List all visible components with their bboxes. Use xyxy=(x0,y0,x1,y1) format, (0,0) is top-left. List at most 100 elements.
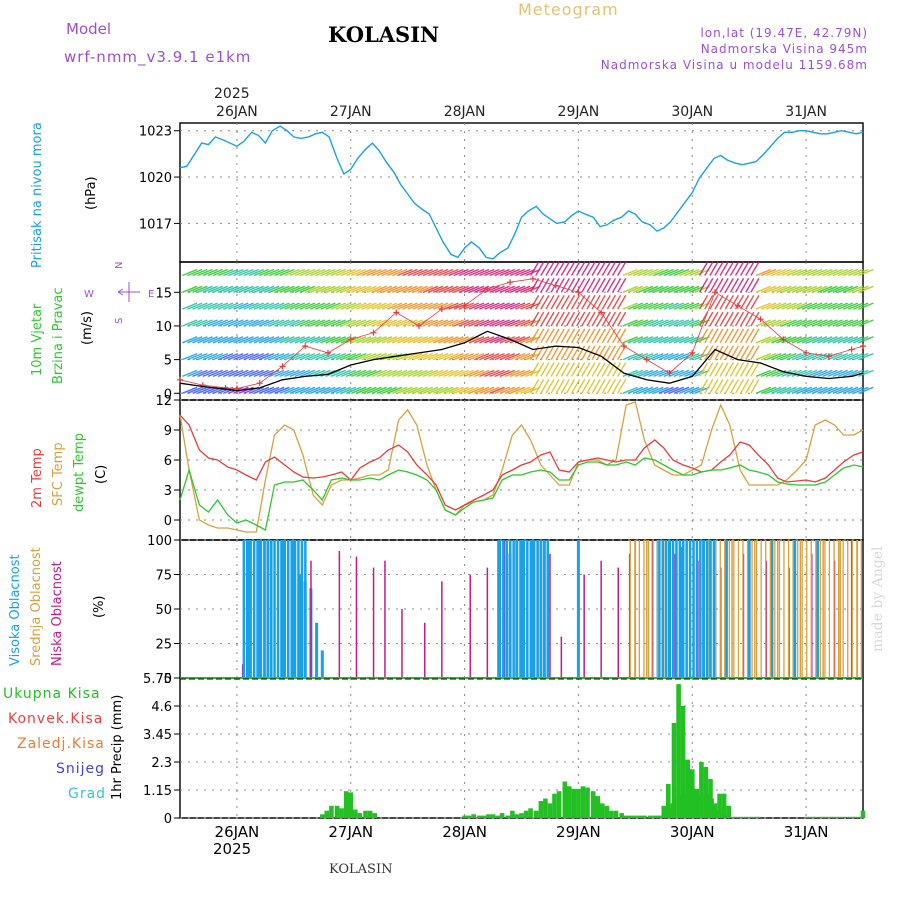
wind-barb xyxy=(433,268,449,277)
cloud-high-bar xyxy=(505,540,509,678)
wind-barb xyxy=(617,294,627,310)
precip-bar xyxy=(339,808,344,818)
wind-barb xyxy=(484,352,500,361)
precip-bar xyxy=(534,810,539,818)
wind-barb xyxy=(340,268,357,277)
wind-barb xyxy=(581,379,591,394)
wind-barb xyxy=(479,352,495,361)
cloud-mid-bar xyxy=(634,540,636,678)
wind-barb xyxy=(468,386,485,394)
y-tick-label: 2.3 xyxy=(151,756,172,771)
wind-barb xyxy=(658,352,674,361)
wind-barb xyxy=(509,336,526,344)
wind-barb xyxy=(637,319,654,327)
precip-bar xyxy=(619,813,624,818)
wind-barb xyxy=(540,311,550,327)
top-year: 2025 xyxy=(214,86,250,102)
cloud-low-bar xyxy=(560,636,563,678)
pressure-line xyxy=(179,125,864,260)
wind-barb xyxy=(243,268,259,277)
wind-barb xyxy=(719,278,729,293)
wind-barb xyxy=(832,268,848,277)
precip-bar xyxy=(343,791,349,818)
wind-barb xyxy=(386,302,403,310)
wind-barb xyxy=(489,336,505,344)
wind-barb xyxy=(243,336,259,344)
wind-barb xyxy=(750,362,760,377)
wind-barb xyxy=(739,328,750,344)
pressure-title: Pritisak na nivou mora xyxy=(30,122,45,268)
cloud-high-bar xyxy=(280,540,283,678)
wind-barb xyxy=(704,345,714,360)
wind-barb xyxy=(269,386,285,394)
wind-barb xyxy=(689,268,705,277)
bottom-date-label: 31JAN xyxy=(784,823,829,841)
product-title: Meteogram xyxy=(518,0,619,19)
wind-barb xyxy=(729,328,740,344)
wind-barb xyxy=(806,302,823,310)
cloud-high-bar xyxy=(793,540,797,678)
wind-barb xyxy=(781,285,797,293)
wind-barb xyxy=(771,268,787,277)
wind-barb xyxy=(284,352,300,361)
cloud-high-bar xyxy=(576,540,580,678)
wind-barb xyxy=(514,369,531,378)
wind-barb xyxy=(269,319,285,327)
wind-barb xyxy=(299,369,316,378)
wind-barb xyxy=(673,285,690,293)
wind-barb xyxy=(812,386,828,394)
wind-barb xyxy=(233,319,249,327)
wind-barb xyxy=(468,352,485,361)
wind-barb xyxy=(535,379,545,394)
wind-barb xyxy=(197,285,213,293)
wind-barb xyxy=(253,285,270,293)
wind-barb xyxy=(325,268,341,277)
wind-barb xyxy=(529,362,540,377)
cloud-low-bar xyxy=(549,553,551,678)
wind-barb xyxy=(858,352,874,361)
wind-barb xyxy=(847,285,864,293)
cloud-mid-bar xyxy=(774,540,776,678)
wind-barb xyxy=(412,352,428,361)
wind-barb xyxy=(565,362,576,377)
wind-barb xyxy=(258,386,275,394)
wind-barb xyxy=(786,352,802,361)
wind-barb xyxy=(714,345,724,360)
wind-barb xyxy=(827,369,843,378)
wind-barb xyxy=(402,268,418,277)
wind-barb xyxy=(351,319,367,327)
wind-barb xyxy=(499,285,515,293)
wind-barb xyxy=(555,294,565,310)
wind-barb xyxy=(606,345,617,360)
wind-barb xyxy=(397,285,413,293)
wind-barb xyxy=(653,285,669,293)
cloud-mid-bar xyxy=(737,540,740,678)
wind-barb xyxy=(345,369,362,378)
wind-barb xyxy=(397,302,413,310)
wind-barb xyxy=(453,285,469,293)
precip-bar xyxy=(571,788,577,818)
wind-barb xyxy=(248,268,264,277)
cloud-high-bar xyxy=(539,540,543,678)
wind-barb xyxy=(668,352,684,361)
wind-barb xyxy=(837,285,854,293)
precip-bar xyxy=(477,815,482,818)
wind-barb xyxy=(217,319,234,327)
wind-barb xyxy=(207,352,223,361)
cloud-high-bar xyxy=(816,540,819,678)
wind-barb xyxy=(576,328,586,344)
precip-bar xyxy=(721,793,727,818)
wind-barb xyxy=(223,369,239,378)
lonlat-label: lon,lat (19.47E, 42.79N) xyxy=(700,26,868,40)
precip-bar xyxy=(671,723,677,818)
precip-bar xyxy=(733,816,738,818)
cloud-low-bar xyxy=(372,567,375,678)
wind-barb xyxy=(606,362,617,377)
wind-barb xyxy=(330,268,346,277)
wind-barb xyxy=(514,302,531,310)
wind-barb xyxy=(335,336,352,344)
wind-barb xyxy=(417,369,433,378)
compass-n: N xyxy=(114,261,125,269)
wind-title-b: Brzina i Pravac xyxy=(51,287,66,384)
wind-barb xyxy=(397,336,413,344)
